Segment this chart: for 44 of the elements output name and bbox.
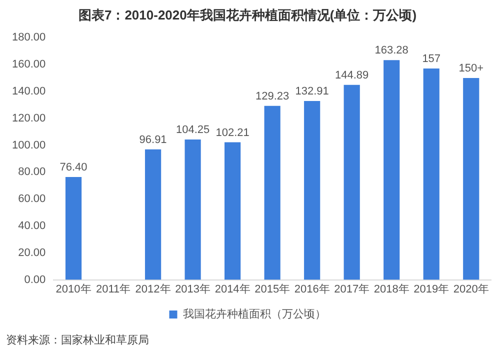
bar bbox=[184, 140, 201, 280]
chart-title: 图表7：2010-2020年我国花卉种植面积情况(单位：万公顷) bbox=[78, 7, 417, 22]
bar bbox=[144, 149, 162, 280]
x-tick-label: 2016年 bbox=[294, 283, 330, 296]
bar bbox=[463, 78, 480, 280]
x-tick-label: 2017年 bbox=[334, 283, 370, 296]
y-tick-label: 180.00 bbox=[12, 32, 46, 44]
y-tick-label: 0.00 bbox=[24, 274, 46, 286]
bar bbox=[65, 177, 82, 280]
data-label: 150+ bbox=[458, 62, 484, 74]
y-tick-label: 100.00 bbox=[12, 139, 46, 152]
data-label: 157 bbox=[422, 53, 441, 66]
data-label: 129.23 bbox=[255, 90, 290, 102]
bar bbox=[224, 142, 241, 280]
y-tick-label: 120.00 bbox=[12, 112, 46, 124]
y-tick-label: 60.00 bbox=[18, 193, 46, 206]
x-tick-label: 2012年 bbox=[135, 283, 171, 296]
bar bbox=[264, 106, 280, 280]
y-tick-label: 140.00 bbox=[12, 85, 46, 98]
x-tick-label: 2011年 bbox=[96, 283, 131, 296]
y-tick-label: 160.00 bbox=[12, 58, 46, 71]
text: 资料来源：国家林业和草原局 bbox=[6, 334, 149, 347]
bar bbox=[304, 100, 320, 280]
x-tick-label: 2015年 bbox=[254, 283, 290, 296]
x-tick-label: 2014年 bbox=[214, 283, 250, 296]
bar bbox=[344, 84, 360, 280]
y-tick-label: 40.00 bbox=[18, 220, 46, 232]
data-label: 102.21 bbox=[216, 126, 250, 139]
x-tick-label: 2018年 bbox=[374, 283, 410, 296]
x-tick-label: 2013年 bbox=[175, 283, 211, 296]
data-label: 132.91 bbox=[295, 85, 329, 98]
x-tick-label: 2020年 bbox=[453, 283, 489, 296]
data-label: 104.25 bbox=[176, 124, 210, 136]
data-label: 96.91 bbox=[139, 134, 167, 146]
data-label: 76.40 bbox=[60, 162, 88, 174]
x-tick-label: 2010年 bbox=[56, 283, 92, 296]
bar bbox=[384, 60, 400, 280]
data-label: 163.28 bbox=[374, 44, 408, 57]
y-tick-label: 80.00 bbox=[18, 166, 46, 178]
legend-label: 我国花卉种植面积（万公顷） bbox=[182, 308, 326, 321]
y-tick-label: 20.00 bbox=[18, 246, 46, 259]
data-label: 144.89 bbox=[335, 69, 369, 82]
x-tick-label: 2019年 bbox=[414, 283, 450, 296]
bar bbox=[423, 68, 440, 280]
